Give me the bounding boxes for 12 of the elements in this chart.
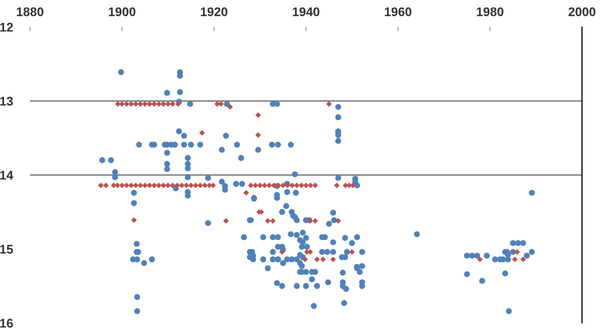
y-tick-label: 16	[0, 318, 13, 328]
x-tick-label: 1920	[200, 7, 228, 16]
x-tick-label: 1940	[292, 7, 320, 16]
x-tick-label: 1900	[108, 7, 136, 16]
y-tick-label: 13	[0, 96, 13, 106]
x-tick-label: 1880	[16, 7, 44, 16]
y-tick-label: 15	[0, 244, 13, 254]
y-tick-label: 14	[0, 170, 14, 180]
x-tick-label: 1960	[384, 7, 412, 16]
y-tick-label: 12	[0, 22, 13, 32]
x-tick-label: 2000	[568, 7, 596, 16]
x-tick-label: 1980	[476, 7, 504, 16]
